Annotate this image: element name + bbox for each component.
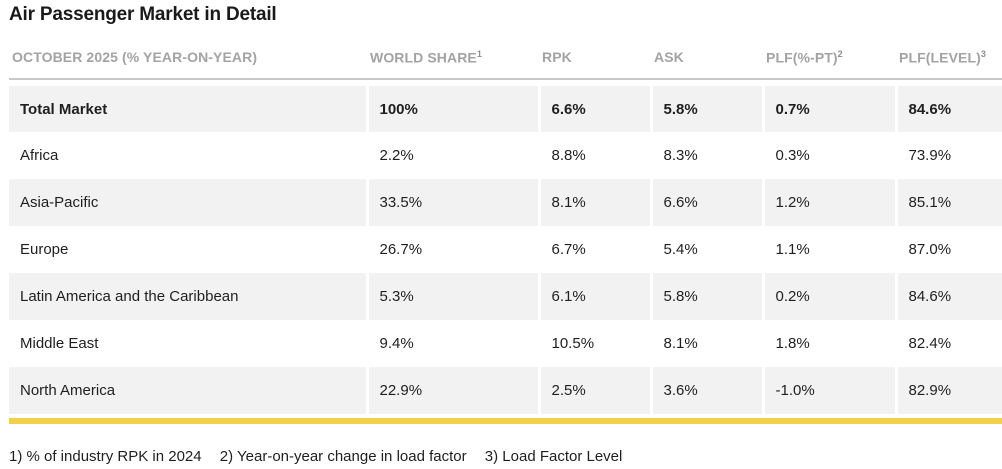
cell-world-share: 100% bbox=[365, 86, 539, 132]
header-plf-pt: PLF(%-PT)2 bbox=[763, 36, 896, 80]
cell-rpk: 6.7% bbox=[537, 226, 651, 273]
table-row: Africa 2.2% 8.8% 8.3% 0.3% 73.9% bbox=[9, 132, 1002, 179]
cell-rpk: 6.1% bbox=[537, 273, 651, 320]
cell-plf-level: 82.4% bbox=[894, 320, 1002, 367]
cell-region: North America bbox=[9, 367, 367, 414]
cell-world-share: 5.3% bbox=[365, 273, 539, 320]
cell-ask: 5.8% bbox=[649, 86, 763, 132]
cell-plf-pt: 0.3% bbox=[761, 132, 896, 179]
cell-rpk: 8.1% bbox=[537, 179, 651, 226]
table-row: Europe 26.7% 6.7% 5.4% 1.1% 87.0% bbox=[9, 226, 1002, 273]
table-row: Middle East 9.4% 10.5% 8.1% 1.8% 82.4% bbox=[9, 320, 1002, 367]
cell-region: Middle East bbox=[20, 335, 99, 352]
cell-plf-level: 85.1% bbox=[894, 179, 1002, 226]
cell-world-share: 22.9% bbox=[365, 367, 539, 414]
header-plf-level: PLF(LEVEL)3 bbox=[896, 36, 1002, 80]
footnote-ref: 2 bbox=[837, 48, 843, 59]
cell-ask: 5.4% bbox=[649, 226, 763, 273]
footnotes: 1) % of industry RPK in 2024 2) Year-on-… bbox=[9, 448, 636, 465]
header-ask: ASK bbox=[651, 36, 763, 80]
table-row-total-market: Total Market 100% 6.6% 5.8% 0.7% 84.6% bbox=[9, 86, 1002, 132]
passenger-market-table: OCTOBER 2025 (% YEAR-ON-YEAR) WORLD SHAR… bbox=[9, 36, 1002, 414]
cell-ask: 6.6% bbox=[649, 179, 763, 226]
footnote-1: 1) % of industry RPK in 2024 bbox=[9, 448, 202, 465]
cell-region: Africa bbox=[20, 147, 59, 164]
cell-world-share: 26.7% bbox=[365, 226, 539, 273]
cell-plf-pt: -1.0% bbox=[761, 367, 896, 414]
header-rpk: RPK bbox=[539, 36, 651, 80]
footnote-ref: 1 bbox=[476, 48, 482, 59]
footnote-2: 2) Year-on-year change in load factor bbox=[219, 448, 467, 465]
cell-plf-pt: 1.1% bbox=[761, 226, 896, 273]
cell-rpk: 2.5% bbox=[537, 367, 651, 414]
cell-plf-level: 84.6% bbox=[894, 273, 1002, 320]
table-title: Air Passenger Market in Detail bbox=[9, 4, 277, 25]
header-period: OCTOBER 2025 (% YEAR-ON-YEAR) bbox=[9, 36, 367, 80]
footnote-ref: 3 bbox=[980, 48, 986, 59]
cell-rpk: 8.8% bbox=[537, 132, 651, 179]
table-header-row: OCTOBER 2025 (% YEAR-ON-YEAR) WORLD SHAR… bbox=[9, 36, 1002, 80]
cell-plf-level: 84.6% bbox=[894, 86, 1002, 132]
cell-ask: 3.6% bbox=[649, 367, 763, 414]
cell-ask: 8.3% bbox=[649, 132, 763, 179]
table-row: Asia-Pacific 33.5% 8.1% 6.6% 1.2% 85.1% bbox=[9, 179, 1002, 226]
table-bottom-rule bbox=[9, 418, 1002, 424]
header-world-share: WORLD SHARE1 bbox=[367, 36, 539, 80]
cell-world-share: 33.5% bbox=[365, 179, 539, 226]
cell-plf-level: 73.9% bbox=[894, 132, 1002, 179]
cell-plf-pt: 1.2% bbox=[761, 179, 896, 226]
table-row: Latin America and the Caribbean 5.3% 6.1… bbox=[9, 273, 1002, 320]
cell-region: Total Market bbox=[9, 86, 367, 132]
cell-region: Europe bbox=[20, 241, 69, 258]
cell-rpk: 6.6% bbox=[537, 86, 651, 132]
cell-rpk: 10.5% bbox=[537, 320, 651, 367]
cell-region: Latin America and the Caribbean bbox=[9, 273, 367, 320]
cell-plf-pt: 0.7% bbox=[761, 86, 896, 132]
cell-world-share: 2.2% bbox=[365, 132, 539, 179]
footnote-3: 3) Load Factor Level bbox=[484, 448, 623, 465]
cell-ask: 8.1% bbox=[649, 320, 763, 367]
cell-plf-pt: 0.2% bbox=[761, 273, 896, 320]
cell-plf-level: 87.0% bbox=[894, 226, 1002, 273]
cell-plf-level: 82.9% bbox=[894, 367, 1002, 414]
cell-ask: 5.8% bbox=[649, 273, 763, 320]
table-row: North America 22.9% 2.5% 3.6% -1.0% 82.9… bbox=[9, 367, 1002, 414]
cell-world-share: 9.4% bbox=[365, 320, 539, 367]
cell-plf-pt: 1.8% bbox=[761, 320, 896, 367]
cell-region: Asia-Pacific bbox=[9, 179, 367, 226]
